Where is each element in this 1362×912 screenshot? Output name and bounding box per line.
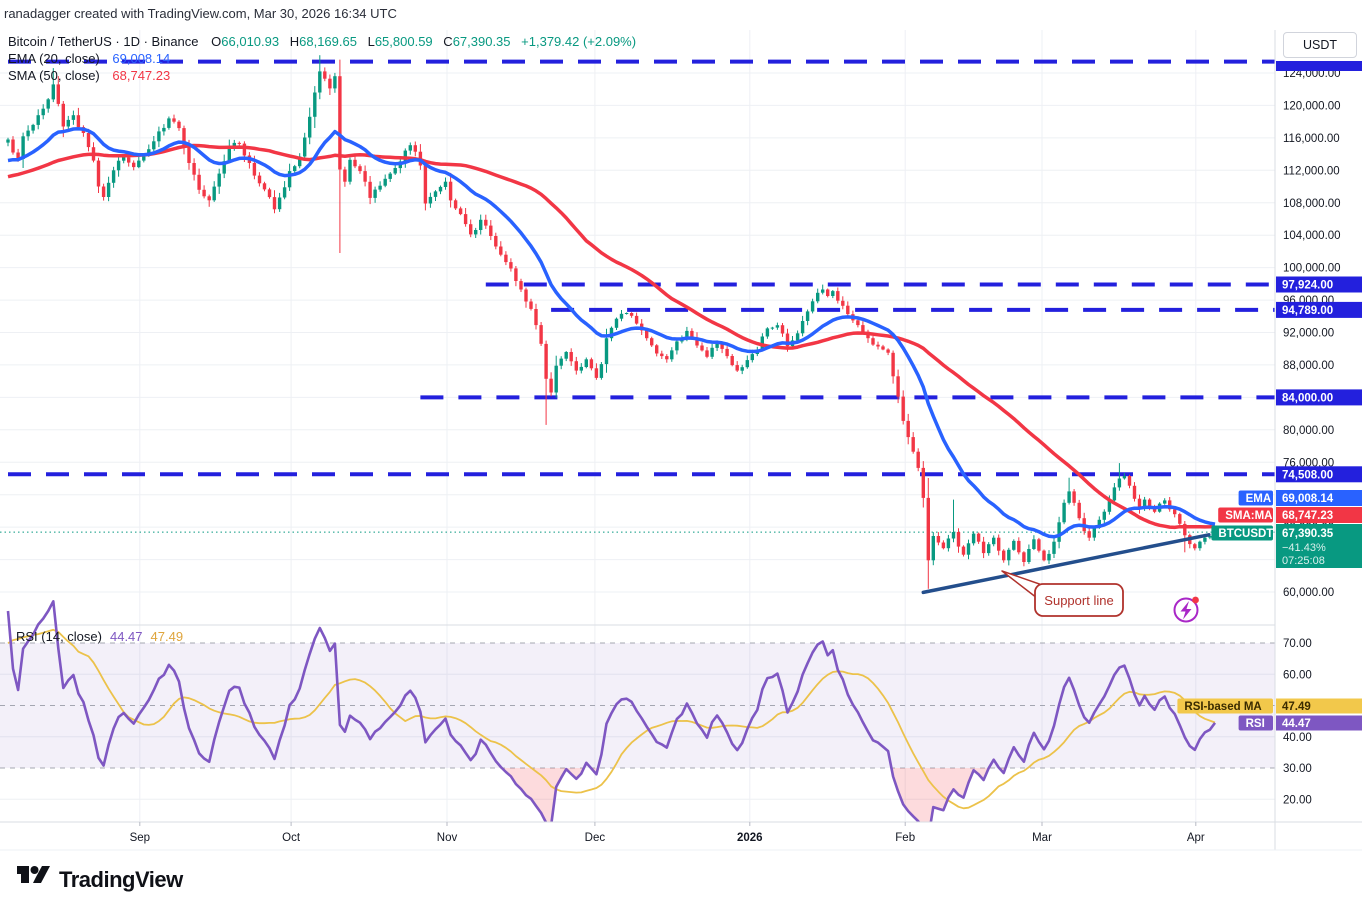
svg-text:68,747.23: 68,747.23 — [1282, 510, 1333, 522]
rsi-tag: RSI — [1238, 715, 1273, 731]
svg-text:44.47: 44.47 — [1282, 718, 1311, 730]
ema-label: EMA (20, close) — [8, 51, 100, 66]
support-callout[interactable]: Support line — [1001, 570, 1124, 617]
rsi-value: 44.47 — [109, 629, 143, 644]
close-value: 67,390.35 — [452, 34, 511, 49]
sma-price-badge: 68,747.23 — [1276, 507, 1362, 523]
svg-text:Mar: Mar — [1032, 832, 1052, 844]
grid-layer — [0, 30, 1275, 822]
svg-text:67,390.35: 67,390.35 — [1282, 528, 1334, 540]
level-badge: 74,508.00 — [1276, 466, 1362, 483]
sma-legend-row: SMA (50, close) 68,747.23 — [8, 68, 636, 84]
candles-layer — [6, 55, 1217, 589]
high-value: 68,169.65 — [299, 34, 357, 49]
svg-text:Nov: Nov — [437, 832, 458, 844]
rsi-legend-row: RSI (14, close) 44.47 47.49 — [16, 629, 183, 644]
svg-text:Oct: Oct — [282, 832, 301, 844]
price-level-lines[interactable] — [8, 59, 1275, 477]
ema-legend-row: EMA (20, close) 69,008.14 — [8, 51, 636, 67]
rsi-ma-line — [7, 628, 1216, 810]
svg-text:88,000.00: 88,000.00 — [1283, 360, 1334, 372]
watermark-text: ranadagger created with TradingView.com,… — [4, 6, 397, 21]
svg-text:EMA: EMA — [1246, 493, 1272, 505]
svg-text:BTCUSDT: BTCUSDT — [1218, 528, 1273, 540]
svg-text:Apr: Apr — [1187, 832, 1205, 844]
svg-text:60.00: 60.00 — [1283, 669, 1312, 681]
clipped-level-badge — [1276, 61, 1362, 71]
rsi-ma-badge: 47.49 — [1276, 698, 1362, 714]
rsi-badge: 44.47 — [1276, 715, 1362, 731]
svg-text:60,000.00: 60,000.00 — [1283, 587, 1334, 599]
svg-text:Sep: Sep — [130, 832, 150, 844]
legend-title: Bitcoin / TetherUS · 1D · Binance — [8, 34, 199, 49]
svg-text:80,000.00: 80,000.00 — [1283, 425, 1334, 437]
logo-text: TradingView — [59, 866, 183, 892]
tradingview-logo[interactable]: TradingView — [16, 864, 183, 895]
change-value: +1,379.42 (+2.09%) — [521, 34, 637, 49]
tradingview-logo-icon — [16, 864, 50, 895]
open-value: 66,010.93 — [221, 34, 280, 49]
ema-price-badge: 69,008.14 — [1276, 490, 1362, 506]
sma-label: SMA (50, close) — [8, 68, 100, 83]
svg-text:74,508.00: 74,508.00 — [1282, 469, 1333, 481]
low-value: 65,800.59 — [374, 34, 433, 49]
svg-text:SMA:MA: SMA:MA — [1225, 510, 1272, 522]
ohlc-row: Bitcoin / TetherUS · 1D · Binance O66,01… — [8, 34, 637, 49]
svg-text:94,789.00: 94,789.00 — [1282, 305, 1333, 317]
svg-text:69,008.14: 69,008.14 — [1282, 493, 1334, 505]
svg-text:84,000.00: 84,000.00 — [1282, 392, 1333, 404]
rsi-ma-tag: RSI-based MA — [1177, 698, 1273, 714]
rsi-label: RSI (14, close) — [16, 629, 102, 644]
svg-text:47.49: 47.49 — [1282, 701, 1311, 713]
svg-text:RSI: RSI — [1246, 718, 1265, 730]
svg-text:112,000.00: 112,000.00 — [1283, 165, 1340, 177]
svg-text:Support line: Support line — [1044, 593, 1113, 608]
svg-text:RSI-based MA: RSI-based MA — [1184, 701, 1261, 713]
sma-line — [7, 143, 1216, 530]
flash-icon[interactable] — [1173, 596, 1199, 623]
svg-text:97,924.00: 97,924.00 — [1282, 280, 1333, 292]
rsi-oversold-fill — [501, 768, 584, 826]
time-axis[interactable]: Sep Oct Nov Dec 2026 Feb Mar Apr — [130, 822, 1205, 844]
ema-line — [7, 127, 1216, 539]
svg-text:30.00: 30.00 — [1283, 763, 1312, 775]
svg-text:108,000.00: 108,000.00 — [1283, 198, 1341, 210]
rsi-ma-value: 47.49 — [150, 629, 184, 644]
level-badge: 97,924.00 — [1276, 276, 1362, 293]
rsi-oversold-fill — [891, 768, 989, 838]
currency-button[interactable]: USDT — [1283, 32, 1357, 58]
symbol-legend: Bitcoin / TetherUS · 1D · Binance O66,01… — [8, 34, 636, 85]
level-badge: 94,789.00 — [1276, 301, 1362, 318]
svg-text:20.00: 20.00 — [1283, 794, 1312, 806]
svg-text:70.00: 70.00 — [1283, 638, 1312, 650]
svg-text:92,000.00: 92,000.00 — [1283, 328, 1334, 340]
svg-text:−41.43%: −41.43% — [1282, 542, 1326, 554]
symbol-tag: BTCUSDT — [1211, 525, 1273, 541]
support-trendline[interactable] — [921, 533, 1211, 595]
svg-text:116,000.00: 116,000.00 — [1283, 133, 1340, 145]
svg-text:100,000.00: 100,000.00 — [1283, 263, 1341, 275]
sma-tag: SMA:MA — [1218, 507, 1273, 523]
last-price-badge: 67,390.35 −41.43%07:25:08 — [1276, 524, 1362, 568]
svg-text:Dec: Dec — [585, 832, 606, 844]
rsi-line — [6, 600, 1217, 840]
svg-text:40.00: 40.00 — [1283, 732, 1312, 744]
ema-tag: EMA — [1238, 490, 1273, 506]
svg-text:2026: 2026 — [737, 832, 763, 844]
svg-text:07:25:08: 07:25:08 — [1282, 555, 1325, 567]
sma-value: 68,747.23 — [112, 68, 171, 83]
svg-text:104,000.00: 104,000.00 — [1283, 230, 1341, 242]
ema-value: 69,008.14 — [112, 51, 171, 66]
level-badge: 84,000.00 — [1276, 389, 1362, 406]
svg-text:120,000.00: 120,000.00 — [1283, 100, 1341, 112]
svg-text:Feb: Feb — [895, 832, 915, 844]
